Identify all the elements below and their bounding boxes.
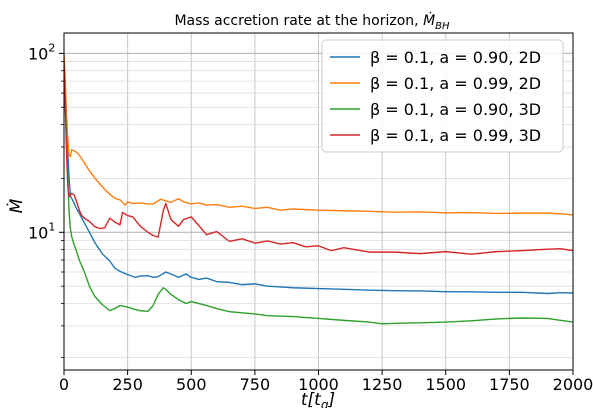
series-layer xyxy=(64,53,573,325)
y-tick-label-base: 10 xyxy=(28,44,48,63)
x-tick-label: 750 xyxy=(240,375,271,394)
legend-label: β = 0.1, a = 0.90, 2D xyxy=(370,48,541,67)
legend-box xyxy=(321,39,564,153)
legend-label: β = 0.1, a = 0.90, 3D xyxy=(370,100,541,119)
chart-title: Mass accretion rate at the horizon, ṀBH xyxy=(174,11,450,32)
chart-title-text: Mass accretion rate at the horizon, xyxy=(174,13,423,29)
y-tick-label: 101 xyxy=(28,220,55,242)
legend-label: β = 0.1, a = 0.99, 2D xyxy=(370,74,541,93)
series-line-4 xyxy=(64,61,573,255)
x-axis-label-main: t[t xyxy=(301,390,322,408)
x-tick-label: 250 xyxy=(112,375,143,394)
y-tick-label-base: 10 xyxy=(28,223,48,242)
series-line-1 xyxy=(64,57,573,295)
x-tick-label: 1250 xyxy=(362,375,403,394)
x-tick-label: 1750 xyxy=(489,375,530,394)
legend-label: β = 0.1, a = 0.99, 3D xyxy=(370,126,541,145)
series-line-2 xyxy=(64,53,573,216)
chart-title-symbol: Ṁ xyxy=(423,11,435,29)
x-axis-label-close: ] xyxy=(327,390,335,408)
axis-ticks xyxy=(59,52,574,375)
x-tick-label: 1000 xyxy=(298,375,339,394)
x-tick-label: 0 xyxy=(59,375,69,394)
y-tick-label-exponent: 1 xyxy=(48,220,55,233)
x-tick-label: 1500 xyxy=(425,375,466,394)
y-tick-label: 102 xyxy=(28,41,55,63)
legend: β = 0.1, a = 0.90, 2D β = 0.1, a = 0.99, … xyxy=(321,39,564,153)
x-tick-label: 500 xyxy=(176,375,207,394)
x-tick-label: 2000 xyxy=(553,375,593,394)
x-axis-label: t[tg] xyxy=(301,390,335,408)
y-tick-label-exponent: 2 xyxy=(48,41,55,54)
x-axis-label-subscript: g xyxy=(321,398,329,408)
series-line-3 xyxy=(64,61,573,325)
y-axis-label: Ṁ xyxy=(6,198,27,213)
chart-title-subscript: BH xyxy=(435,21,450,32)
